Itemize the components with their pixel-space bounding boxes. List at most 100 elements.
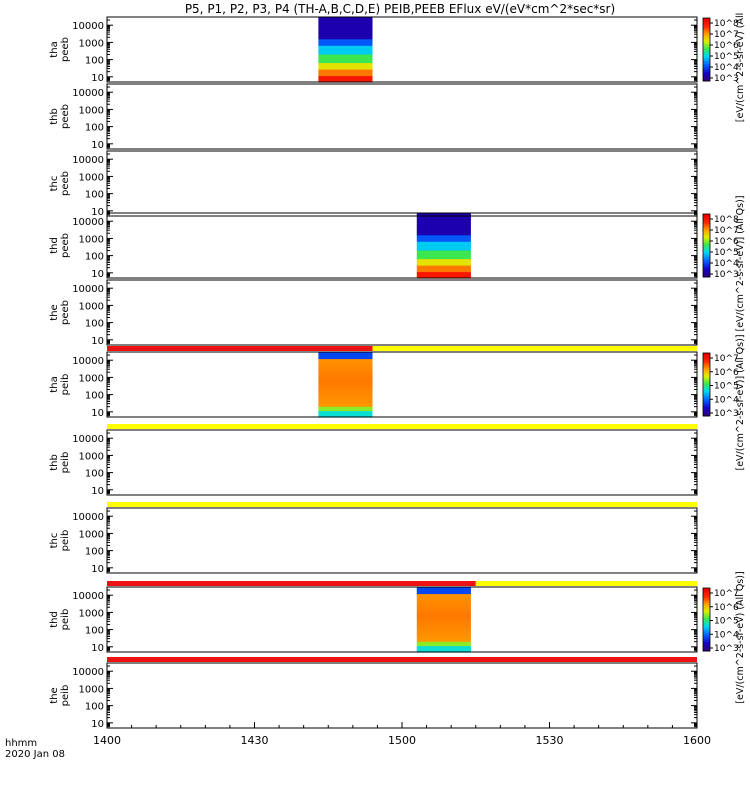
y-tick-label: 1000 xyxy=(79,301,104,312)
spectrogram-bin xyxy=(318,371,373,375)
y-tick-label: 100 xyxy=(85,123,104,134)
spectrogram-bin xyxy=(318,384,373,388)
flag-segment-red xyxy=(107,581,476,586)
spectrogram-bin xyxy=(416,595,471,599)
spectrogram-bin xyxy=(416,636,471,640)
colorbar-swatch xyxy=(703,234,710,237)
colorbar-tick-label: 10^3 xyxy=(714,644,739,654)
y-tick-label: 1000 xyxy=(79,38,104,49)
colorbar-tick-label: 10^7 xyxy=(714,354,739,364)
colorbar-swatch xyxy=(703,221,710,224)
colorbar-swatch xyxy=(703,603,710,606)
spectrogram-bin xyxy=(318,40,373,44)
colorbar-swatch xyxy=(703,242,710,245)
colorbar-swatch xyxy=(703,232,710,235)
spectrogram-bin xyxy=(416,649,471,653)
colorbar-swatch xyxy=(703,57,710,60)
colorbar-swatch xyxy=(703,379,710,382)
colorbar-swatch xyxy=(703,627,710,630)
y-tick-label: 100 xyxy=(85,56,104,67)
spectrogram-bin xyxy=(318,71,373,74)
colorbar-swatch xyxy=(703,248,710,251)
colorbar-swatch xyxy=(703,231,710,234)
spectrogram-bin xyxy=(416,223,471,227)
spectrogram-bin xyxy=(318,395,373,399)
y-tick-label: 10000 xyxy=(72,21,104,32)
spectrogram-panel-4 xyxy=(416,213,471,279)
spectrogram-bin xyxy=(318,51,373,55)
colorbar-label: [eV/(cm^2-s-sr-eV)] (All Qs)] xyxy=(735,195,746,331)
colorbar-swatch xyxy=(703,390,710,393)
colorbar-swatch xyxy=(703,51,710,54)
colorbar-swatch xyxy=(703,270,710,273)
colorbar-swatch xyxy=(703,644,710,647)
colorbar-swatch xyxy=(703,43,710,46)
product-name: peeb xyxy=(60,171,71,196)
colorbar-tick-label: 10^3 xyxy=(714,409,739,419)
colorbar-swatch xyxy=(703,24,710,27)
spectrogram-bin xyxy=(318,352,373,355)
y-tick-label: 10 xyxy=(91,207,104,218)
spectrogram-bin xyxy=(416,226,471,229)
colorbar-tick-label: 10^6 xyxy=(714,368,739,378)
colorbar-tick-label: 10^5 xyxy=(714,617,739,627)
x-axis-date-label: 2020 Jan 08 xyxy=(5,749,65,760)
flag-bar-2 xyxy=(107,424,697,429)
spectrogram-panel-1 xyxy=(318,17,373,83)
colorbar-swatch xyxy=(703,619,710,622)
colorbar-swatch xyxy=(703,406,710,409)
spectrogram-bin xyxy=(318,19,373,22)
spectrogram-bin xyxy=(318,21,373,25)
colorbar-swatch xyxy=(703,32,710,35)
panel-frame xyxy=(106,150,698,217)
colorbar-swatch xyxy=(703,411,710,414)
spectrogram-bin xyxy=(416,213,471,216)
flag-segment-yellow xyxy=(372,346,697,351)
y-tick-label: 10000 xyxy=(72,217,104,228)
colorbar-frame xyxy=(702,17,711,82)
panel-probe-label: thcpeeb xyxy=(49,171,71,196)
colorbar-swatch xyxy=(703,373,710,376)
colorbar-swatch xyxy=(703,256,710,259)
spectrogram-bin xyxy=(318,356,373,360)
spectrogram-bin xyxy=(318,406,373,409)
colorbar-swatch xyxy=(703,401,710,404)
spectrogram-bin xyxy=(416,265,471,268)
colorbar-swatch xyxy=(703,253,710,256)
colorbar-swatch xyxy=(703,220,710,223)
colorbar-swatch xyxy=(703,262,710,265)
spectrogram-bin xyxy=(416,608,471,612)
spectrogram-bin xyxy=(416,230,471,234)
spectrogram-bin xyxy=(416,587,471,590)
colorbar-swatch xyxy=(703,382,710,385)
panel-frame xyxy=(106,351,698,418)
panel-probe-label: thepeib xyxy=(49,685,71,707)
colorbar-swatch xyxy=(703,630,710,633)
colorbar-swatch xyxy=(703,622,710,625)
spectrogram-bin xyxy=(318,30,373,33)
colorbar-tick-label: 10^7 xyxy=(714,226,739,236)
colorbar-swatch xyxy=(703,272,710,275)
colorbar-swatch xyxy=(703,68,710,71)
spectrogram-bin xyxy=(318,399,373,403)
spectrogram-bin xyxy=(416,589,471,592)
colorbar-swatch xyxy=(703,259,710,262)
y-tick-label: 10 xyxy=(91,408,104,419)
spectrogram-panel-9 xyxy=(416,587,471,653)
colorbar-swatch xyxy=(703,613,710,616)
colorbar-swatch xyxy=(703,640,710,643)
colorbar-swatch xyxy=(703,597,710,600)
colorbar-swatch xyxy=(703,273,710,276)
colorbar-swatch xyxy=(703,371,710,374)
colorbar-swatch xyxy=(703,405,710,408)
product-name: peib xyxy=(60,374,71,396)
spectrogram-bin xyxy=(318,404,373,407)
colorbar-swatch xyxy=(703,264,710,267)
colorbar-swatch xyxy=(703,267,710,270)
colorbar-swatch xyxy=(703,77,710,80)
colorbar-swatch xyxy=(703,381,710,384)
colorbar-tick-label: 10^7 xyxy=(714,30,739,40)
spectrogram-bin xyxy=(318,60,373,64)
spectrogram-bin xyxy=(318,77,373,81)
